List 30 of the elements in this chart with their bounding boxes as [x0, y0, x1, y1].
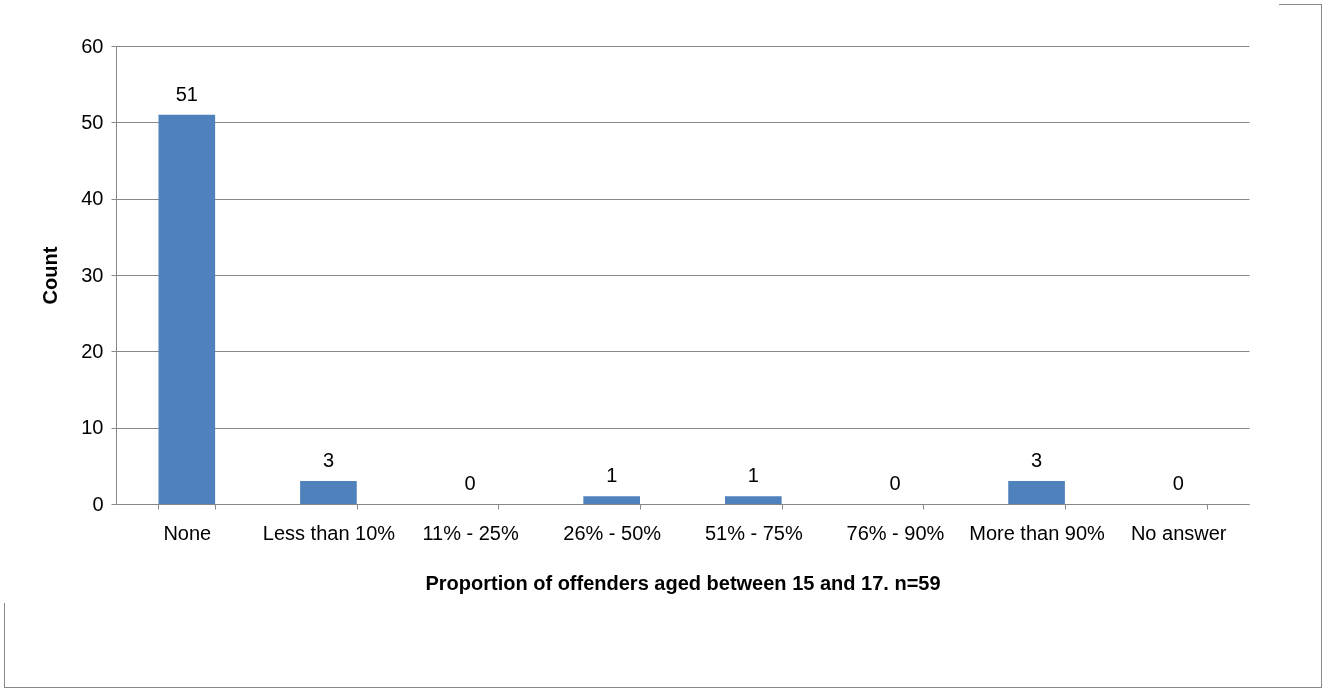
data-label: 0: [1172, 472, 1184, 494]
x-tick-label: 11% - 25%: [422, 521, 519, 544]
bar: [300, 481, 357, 504]
data-label: 3: [1031, 449, 1043, 472]
bar: [158, 114, 216, 504]
data-label: 1: [606, 464, 618, 487]
data-label: 0: [464, 472, 476, 494]
data-label: 3: [322, 449, 334, 472]
y-tick-label: 40: [81, 187, 104, 210]
bar: [583, 496, 641, 504]
y-tick-label: 50: [81, 110, 104, 133]
x-tick-label: No answer: [1130, 521, 1227, 544]
x-tick-label: Less than 10%: [262, 521, 396, 544]
x-tick-label: 26% - 50%: [563, 521, 662, 544]
data-label: 1: [747, 464, 759, 487]
y-tick-label: 20: [81, 339, 104, 362]
y-tick-label: 0: [92, 492, 104, 515]
y-tick-label: 60: [81, 34, 104, 57]
y-tick-label: 10: [81, 416, 104, 439]
x-axis-title: Proportion of offenders aged between 15 and 17. n=59: [425, 571, 941, 594]
bar: [724, 496, 782, 504]
x-tick-label: 51% - 75%: [704, 521, 803, 544]
x-tick-label: None: [163, 521, 212, 544]
x-tick-label: More than 90%: [969, 521, 1106, 544]
y-axis-title: Count: [39, 246, 62, 305]
y-tick-label: 30: [81, 263, 104, 286]
data-label: 0: [889, 472, 901, 494]
data-label: 51: [175, 82, 198, 105]
x-tick-label: 76% - 90%: [846, 521, 945, 544]
bar: [1008, 481, 1065, 504]
